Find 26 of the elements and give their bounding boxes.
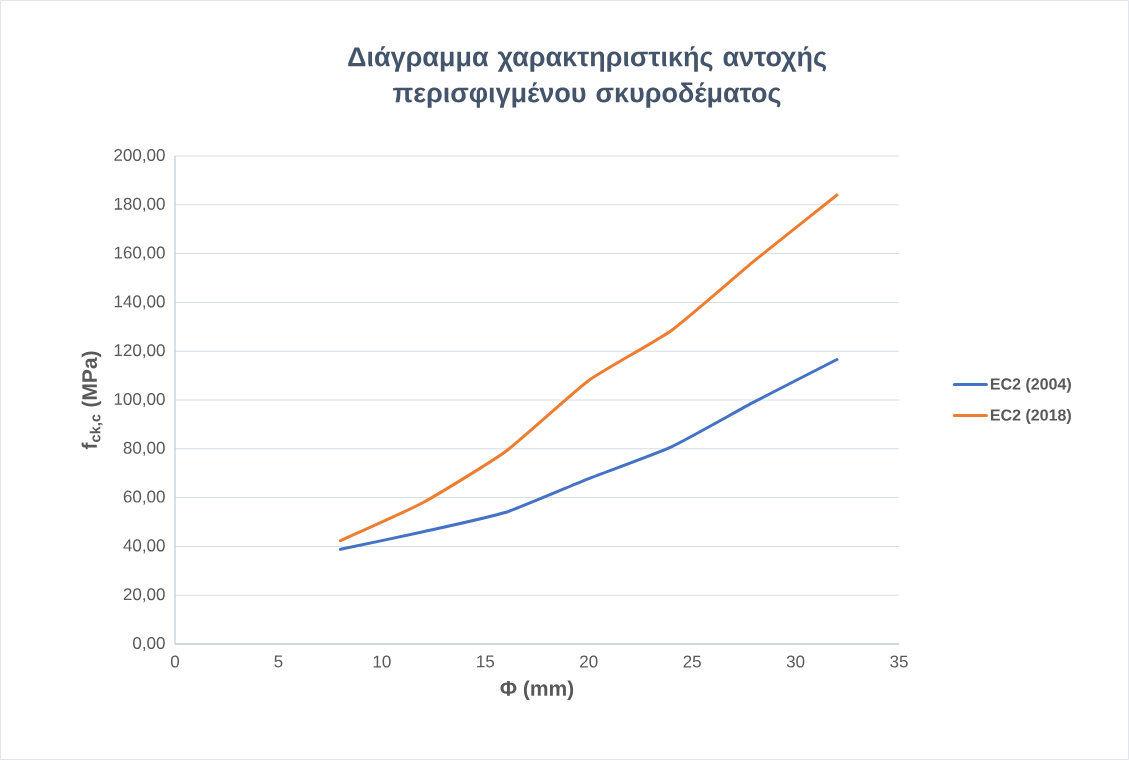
x-tick-label: 5 [274, 655, 283, 668]
legend-label: EC2 (2018) [990, 409, 1071, 424]
x-tick-label: 0 [170, 655, 180, 668]
x-tick-label: 10 [373, 655, 391, 668]
line-series [338, 193, 839, 543]
y-tick-label: 60,00 [123, 490, 165, 505]
y-tick-label: 160,00 [114, 246, 165, 261]
legend-label: EC2 (2004) [990, 377, 1071, 393]
y-tick-label: 20,00 [123, 588, 165, 603]
y-tick-label: 200,00 [114, 148, 165, 164]
y-tick-label: 180,00 [114, 197, 165, 212]
y-tick-label: 140,00 [114, 295, 165, 310]
y-axis-title: f$_{ck,c}$ (MPa) [81, 351, 103, 450]
line-series [338, 357, 839, 551]
y-tick-label: 40,00 [123, 539, 165, 554]
x-tick-label: 20 [580, 655, 598, 668]
y-tick-label: 120,00 [114, 344, 165, 359]
x-tick-label: 35 [890, 655, 908, 668]
x-tick-label: 25 [683, 655, 701, 668]
y-tick-label: 100,00 [114, 392, 165, 408]
x-axis-title: Φ (mm) [500, 680, 574, 701]
x-tick-label: 30 [786, 655, 805, 668]
y-tick-label: 80,00 [123, 441, 165, 456]
chart-title: Διάγραμμα χαρακτηριστικής αντοχής περισφιγμένου σκυροδέματος [348, 46, 826, 108]
y-tick-label: 0,00 [133, 636, 165, 652]
x-tick-label: 15 [477, 655, 495, 668]
